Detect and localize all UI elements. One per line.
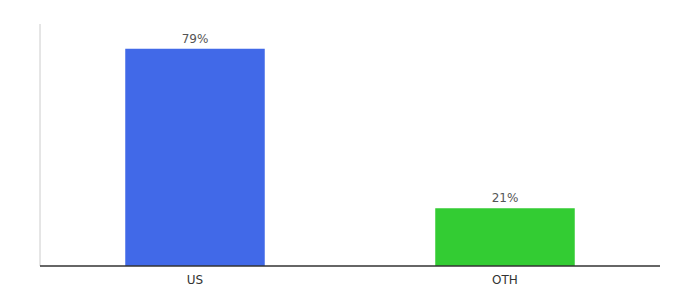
y-axis-line	[40, 24, 41, 266]
x-axis-line	[40, 265, 660, 267]
x-tick-label: US	[187, 273, 203, 287]
bar	[125, 49, 265, 266]
data-label: 79%	[182, 32, 209, 46]
x-tick-label: OTH	[492, 273, 518, 287]
chart-container: 79% 21% US OTH	[0, 0, 680, 300]
bar	[435, 208, 575, 266]
chart-svg: 79% 21% US OTH	[0, 0, 680, 300]
data-label: 21%	[492, 191, 519, 205]
bars	[125, 49, 575, 266]
